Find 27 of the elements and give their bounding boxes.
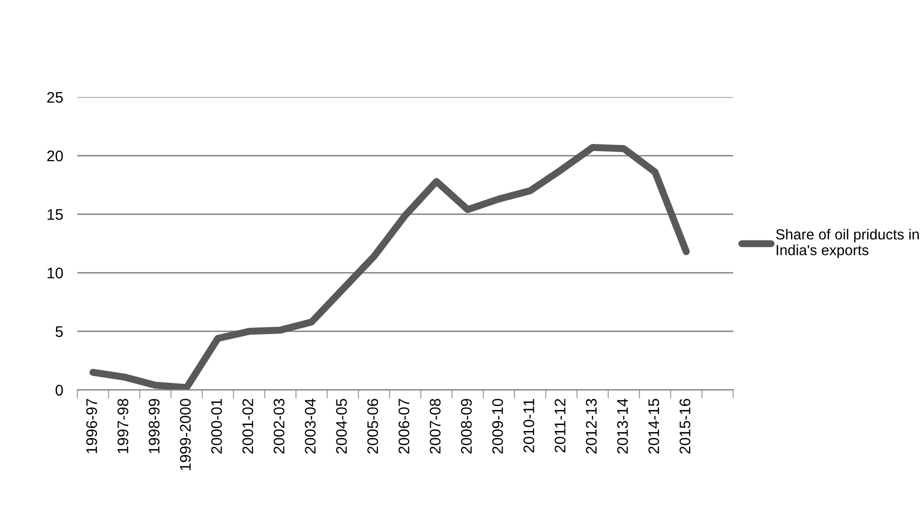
x-tick-label: 2012-13 (586, 398, 597, 454)
x-tick-label: 2007-08 (430, 398, 441, 454)
x-tick-label: 2003-04 (304, 398, 316, 454)
x-tick-label: 2008-09 (460, 398, 472, 454)
x-tick-label: 2004-05 (336, 398, 347, 454)
x-tick-label: 1998-99 (148, 398, 160, 454)
x-tick-label: 2001-02 (242, 398, 254, 454)
x-tick-label: 2002-03 (274, 398, 284, 454)
y-tick-label: 0 (56, 384, 63, 396)
x-tick-label: 2006-07 (398, 398, 410, 454)
y-tick-label: 20 (47, 150, 63, 162)
x-tick-label: 2013-14 (617, 398, 628, 454)
y-tick-label: 25 (47, 92, 63, 103)
x-tick-label: 1996-97 (86, 398, 98, 454)
x-tick-label: 2010-11 (523, 398, 534, 452)
x-tick-label: 2011-12 (554, 398, 566, 452)
x-tick-label: 1997-98 (117, 398, 128, 454)
y-tick-label: 15 (48, 209, 63, 220)
x-tick-label: 1999-2000 (180, 398, 191, 470)
x-tick-label: 2014-15 (648, 398, 660, 454)
x-tick-label: 2000-01 (211, 398, 222, 454)
x-tick-label: 2015-16 (680, 398, 690, 454)
x-tick-label: 2005-06 (367, 398, 378, 454)
legend-label: Share of oil priducts in India's exports (776, 228, 919, 258)
x-tick-label: 2009-10 (492, 398, 504, 454)
y-tick-label: 10 (48, 268, 63, 278)
y-tick-label: 5 (56, 326, 63, 338)
